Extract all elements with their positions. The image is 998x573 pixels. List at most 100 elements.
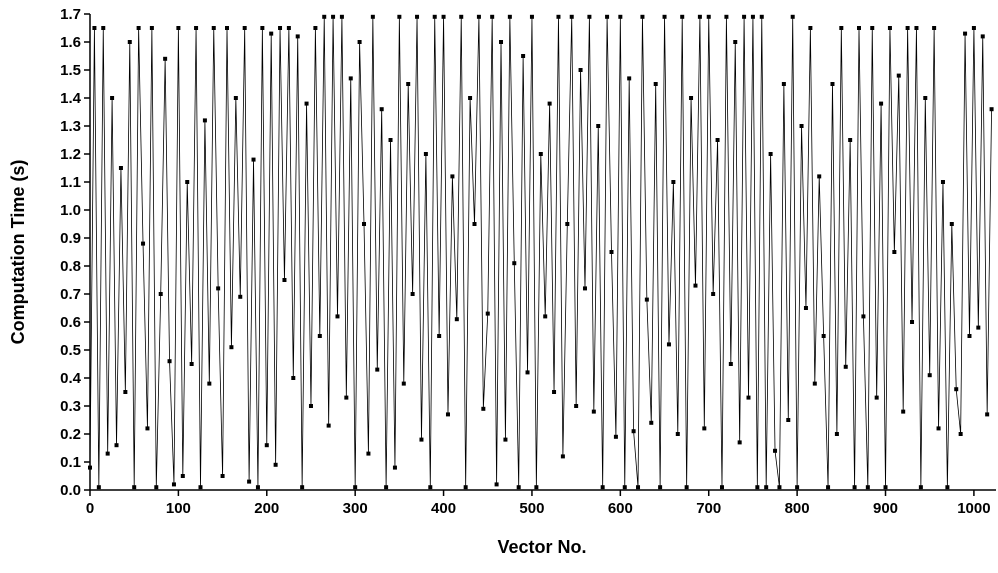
data-point (600, 485, 605, 490)
data-point (154, 485, 159, 490)
data-point (684, 485, 689, 490)
data-point (105, 451, 110, 456)
data-point (755, 485, 760, 490)
data-point (255, 485, 260, 490)
data-point (344, 395, 349, 400)
data-point (569, 14, 574, 19)
data-point (366, 451, 371, 456)
data-point (357, 40, 362, 44)
data-point (896, 73, 901, 78)
data-point (123, 390, 128, 394)
data-point (582, 286, 587, 291)
data-point (543, 314, 548, 319)
data-point (127, 40, 132, 44)
y-tick-label: 0.3 (60, 398, 81, 415)
data-point (269, 31, 274, 36)
data-point (865, 485, 870, 490)
data-point (768, 152, 773, 156)
data-point (132, 485, 137, 490)
data-point (538, 152, 543, 156)
data-point (711, 292, 716, 296)
data-point (291, 376, 296, 380)
data-point (158, 292, 163, 296)
data-point (295, 34, 300, 39)
data-point (180, 474, 185, 478)
data-point (622, 485, 627, 490)
data-point (207, 381, 212, 386)
x-axis-title: Vector No. (497, 537, 586, 557)
data-point (304, 101, 309, 106)
y-tick-label: 0.2 (60, 426, 81, 443)
data-point (251, 157, 256, 162)
data-point (689, 96, 694, 100)
data-point (419, 437, 424, 442)
data-point (781, 82, 786, 86)
data-point (945, 485, 950, 490)
data-point (591, 409, 596, 414)
data-point (985, 412, 990, 417)
x-tick-label: 0 (86, 500, 94, 517)
x-tick-label: 900 (873, 500, 898, 517)
data-point (556, 14, 561, 19)
y-tick-label: 0.1 (60, 454, 81, 471)
data-point (233, 96, 238, 100)
data-point (892, 250, 897, 254)
data-point (989, 107, 994, 112)
data-point (286, 26, 291, 30)
y-tick-label: 1.7 (60, 6, 81, 23)
data-point (733, 40, 738, 44)
data-point (852, 485, 857, 490)
x-tick-label: 1000 (957, 500, 990, 517)
data-point (216, 286, 221, 291)
data-point (428, 485, 433, 490)
data-point (198, 485, 203, 490)
y-tick-label: 1.1 (60, 174, 81, 191)
series-line (89, 16, 992, 488)
data-point (839, 26, 844, 30)
data-point (176, 26, 181, 30)
data-point (88, 465, 92, 470)
data-point (317, 334, 322, 338)
data-point (534, 485, 539, 490)
data-point (375, 367, 380, 372)
y-tick-label: 1.4 (60, 90, 82, 107)
data-point (742, 14, 747, 19)
data-point (273, 462, 278, 467)
data-point (812, 381, 817, 386)
data-point (702, 426, 707, 431)
data-point (110, 96, 115, 100)
data-point (238, 294, 243, 299)
data-point (322, 14, 327, 19)
data-point (211, 26, 216, 30)
data-point (459, 14, 464, 19)
x-tick-label: 500 (519, 500, 544, 517)
data-point (499, 40, 504, 44)
data-point (415, 14, 420, 19)
data-point (613, 434, 618, 439)
data-point (605, 14, 610, 19)
y-tick-label: 0.0 (60, 482, 81, 499)
data-point (883, 485, 888, 490)
x-tick-label: 800 (785, 500, 810, 517)
data-point (229, 345, 234, 350)
data-point (737, 440, 742, 445)
data-point (848, 138, 853, 142)
y-tick-label: 1.5 (60, 62, 81, 79)
data-point (264, 443, 269, 448)
y-tick-label: 0.8 (60, 258, 81, 275)
data-point (640, 14, 645, 19)
data-point (879, 101, 884, 106)
data-point (967, 334, 972, 338)
y-tick-label: 0.5 (60, 342, 81, 359)
x-tick-label: 700 (696, 500, 721, 517)
data-point (410, 292, 415, 296)
data-point (463, 485, 468, 490)
data-point (136, 26, 141, 30)
data-point (706, 14, 711, 19)
data-point (954, 387, 959, 392)
data-point (790, 14, 795, 19)
data-point (529, 14, 534, 19)
data-point (918, 485, 923, 490)
data-point (194, 26, 199, 30)
